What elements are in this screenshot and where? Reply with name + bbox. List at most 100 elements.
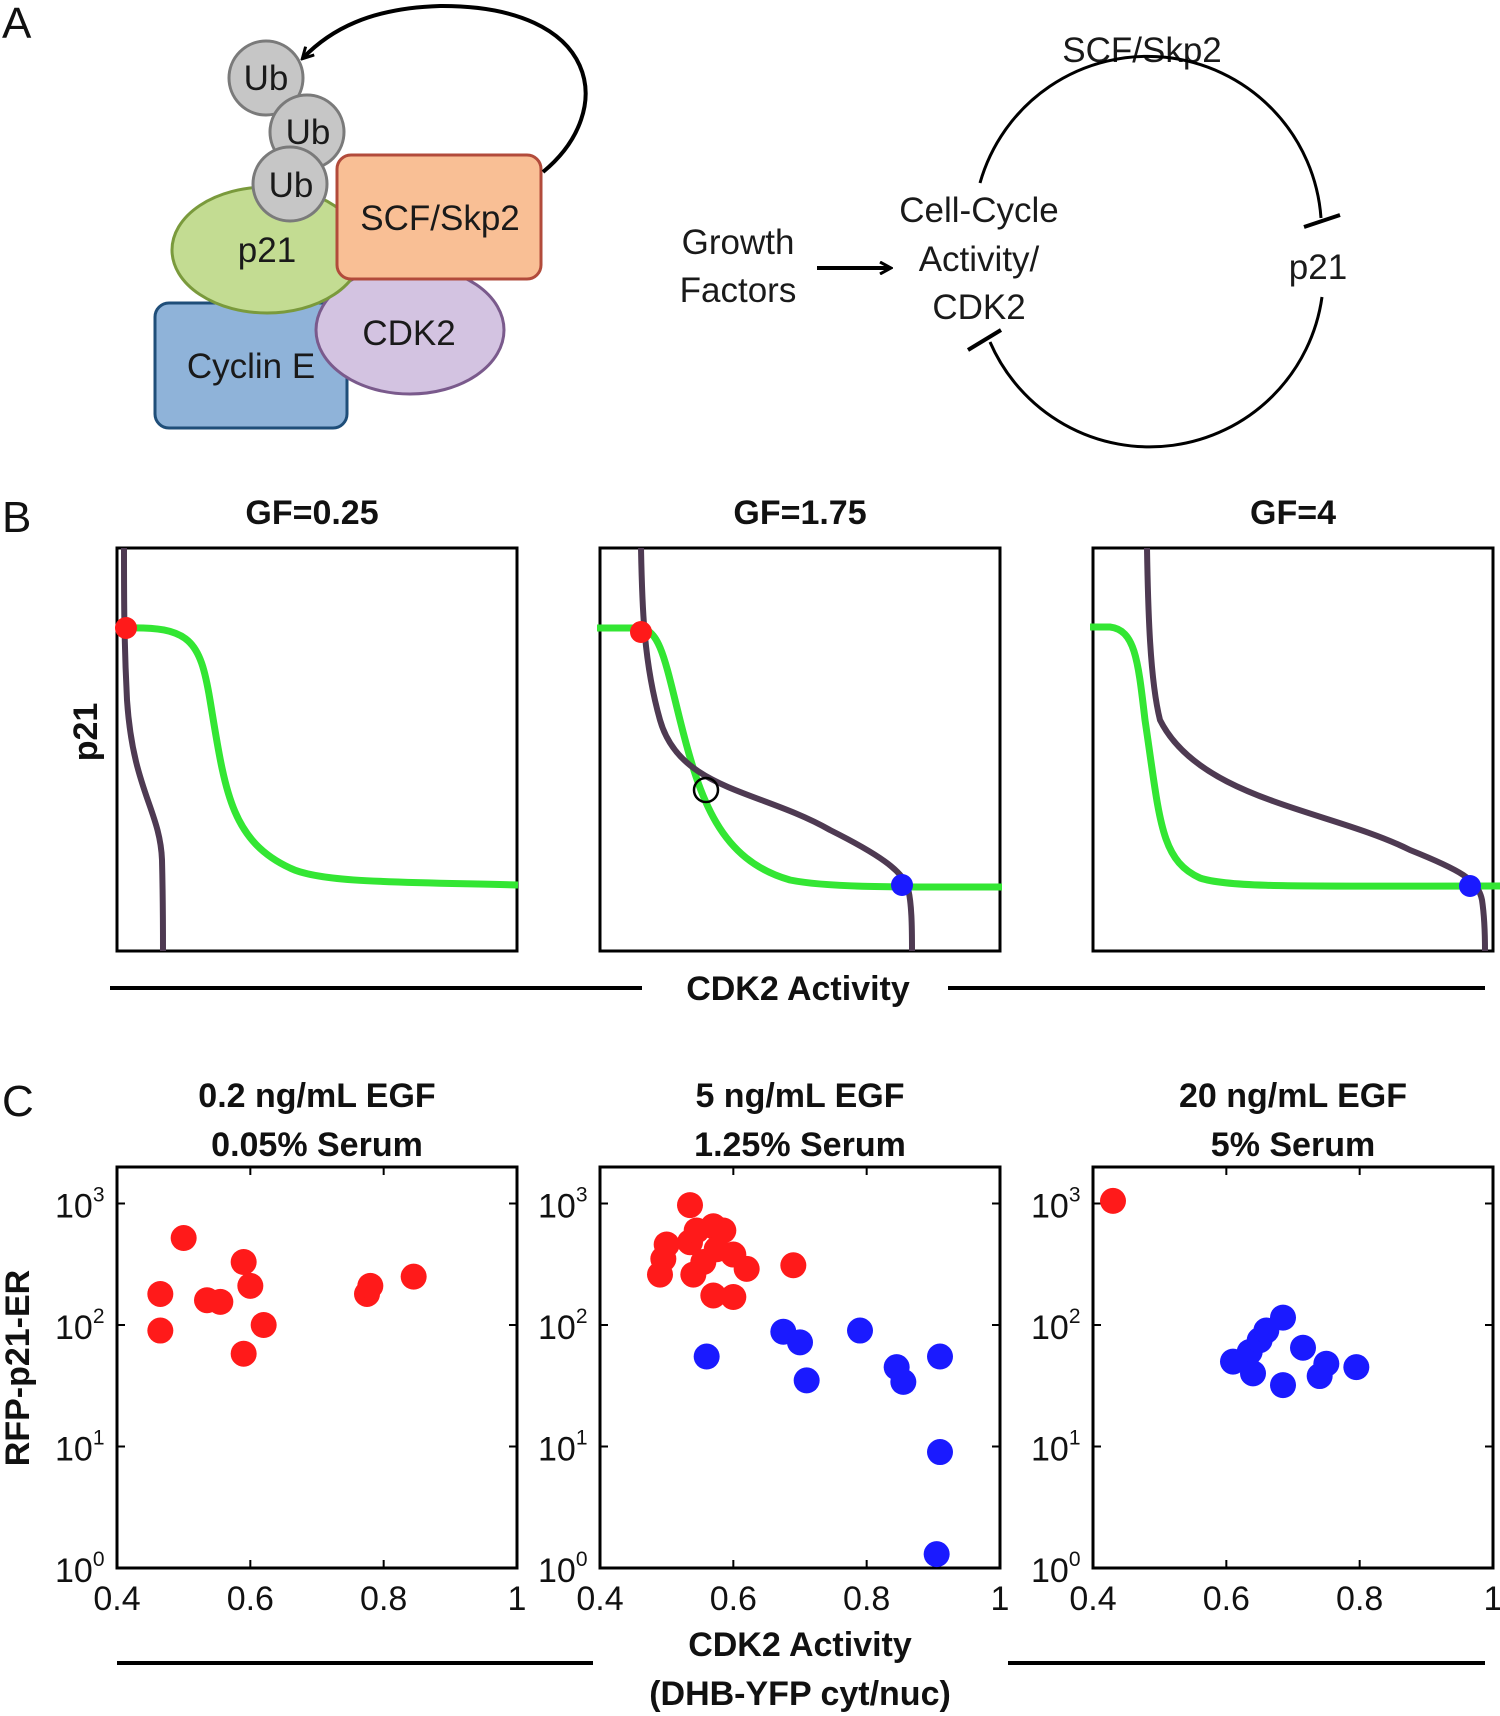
plot-frame — [598, 546, 1002, 953]
y-tick-label: 102 — [538, 1305, 588, 1347]
y-tick-label: 102 — [1031, 1305, 1081, 1347]
phase-plot-title: GF=1.75 — [733, 494, 866, 532]
green-nullcline — [123, 624, 519, 889]
panel-c-xlabel-line-2: (DHB-YFP cyt/nuc) — [649, 1675, 951, 1713]
ubiquitination-arrow — [303, 3, 588, 174]
green-nullcline — [1090, 623, 1500, 890]
x-tick-label: 0.6 — [227, 1580, 274, 1618]
growth-factors-line-1: Growth — [682, 223, 795, 262]
phase-plot-gf-0-25: GF=0.25 — [115, 494, 519, 953]
scatter-title-line: 0.2 ng/mL EGF — [198, 1077, 435, 1115]
data-point-red — [237, 1272, 264, 1299]
panel-a: A Ub Ub Ub p21 SCF/Skp2 CDK2 Cyclin E SC… — [2, 0, 1347, 449]
data-point-red — [230, 1340, 257, 1367]
y-tick-label: 100 — [1031, 1548, 1081, 1590]
data-point-blue — [927, 1343, 953, 1370]
scatter-panel-1: 0.2 ng/mL EGF 0.05% Serum 100 101 102 103 0.4 0… — [55, 1077, 526, 1618]
data-point-blue — [1270, 1304, 1296, 1331]
y-tick-label: 103 — [538, 1184, 588, 1226]
x-tick-label: 0.8 — [360, 1580, 407, 1618]
data-point-red — [357, 1272, 384, 1299]
scatter-frame — [598, 1165, 1002, 1570]
panel-letter-c: C — [2, 1077, 34, 1126]
y-tick-label: 101 — [1031, 1427, 1081, 1469]
ub-circle-1 — [227, 39, 305, 117]
y-tick-label: 103 — [55, 1184, 105, 1226]
scatter-panels: 0.2 ng/mL EGF 0.05% Serum 100 101 102 103 0.4 0… — [55, 1077, 1500, 1618]
cyclin-e-label: Cyclin E — [187, 347, 315, 386]
data-point-blue — [890, 1368, 917, 1395]
network-p21-label: p21 — [1289, 248, 1347, 287]
phase-plot-gf-4: GF=4 — [1090, 494, 1500, 953]
phase-plot-gf-1-75: GF=1.75 — [597, 494, 1003, 953]
panel-b: B p21 CDK2 Activity GF=0.25 GF=1.75 GF=4 — [2, 493, 1500, 1008]
x-tick-label: 0.8 — [1336, 1580, 1383, 1618]
data-point-red — [250, 1312, 277, 1338]
data-point-blue — [927, 1439, 953, 1466]
x-tick-label: 1 — [991, 1580, 1010, 1618]
scatter-title-line: 5 ng/mL EGF — [695, 1077, 904, 1115]
stable-point-blue — [891, 874, 913, 896]
scatter-title-line: 0.05% Serum — [211, 1126, 423, 1164]
data-point-red — [780, 1252, 807, 1279]
y-tick-label: 100 — [55, 1548, 105, 1590]
data-point-red — [720, 1284, 747, 1311]
cell-cycle-line-2: Activity/ — [919, 240, 1040, 279]
scatter-title-line: 20 ng/mL EGF — [1179, 1077, 1407, 1115]
inhibition-bar-cdk2 — [966, 328, 1003, 352]
data-point-red — [147, 1280, 174, 1307]
x-tick-label: 0.4 — [93, 1580, 140, 1618]
purple-nullcline — [638, 547, 915, 952]
plot-frame — [115, 546, 519, 953]
ub-circle-3 — [251, 145, 329, 223]
data-point-blue — [1270, 1372, 1296, 1399]
panel-b-ylabel: p21 — [67, 703, 105, 762]
scatter-frame — [115, 1165, 519, 1570]
panel-c: C RFP-p21-ER CDK2 Activity (DHB-YFP cyt/… — [0, 1077, 1500, 1713]
x-tick-label: 0.8 — [843, 1580, 890, 1618]
scf-skp2-label: SCF/Skp2 — [360, 199, 520, 238]
y-tick-label: 101 — [55, 1427, 105, 1469]
ub-label-2: Ub — [286, 113, 331, 152]
data-point-red — [230, 1249, 257, 1276]
data-point-red — [170, 1225, 197, 1252]
cdk2-label: CDK2 — [362, 314, 455, 353]
x-tick-label: 0.6 — [710, 1580, 757, 1618]
stable-point-red — [115, 617, 137, 639]
scf-skp2-box — [335, 153, 543, 281]
purple-nullcline — [121, 547, 166, 952]
stable-point-red — [630, 621, 652, 643]
stable-point-blue — [1459, 875, 1481, 897]
data-point-blue — [1290, 1334, 1316, 1361]
scatter-panel-2: 5 ng/mL EGF 1.25% Serum 100 101 102 103 0.4 0.6… — [538, 1077, 1009, 1618]
y-tick-label: 103 — [1031, 1184, 1081, 1226]
data-point-blue — [1240, 1360, 1266, 1387]
x-tick-label: 1 — [1484, 1580, 1500, 1618]
panel-letter-b: B — [2, 493, 31, 542]
phase-plot-title: GF=0.25 — [245, 494, 378, 532]
data-point-red — [1100, 1187, 1126, 1214]
data-point-red — [400, 1263, 427, 1290]
scatter-title-line: 5% Serum — [1211, 1126, 1375, 1164]
purple-nullcline — [1144, 547, 1488, 952]
scatter-panel-3: 20 ng/mL EGF 5% Serum 100 101 102 103 0.4 0.6 0.… — [1031, 1077, 1500, 1618]
x-tick-label: 0.4 — [576, 1580, 623, 1618]
y-tick-label: 102 — [55, 1305, 105, 1347]
data-point-red — [647, 1261, 673, 1288]
data-point-blue — [793, 1367, 820, 1394]
panel-letter-a: A — [2, 0, 32, 48]
plot-frame — [1091, 546, 1495, 953]
x-tick-label: 0.6 — [1203, 1580, 1250, 1618]
data-point-red — [207, 1288, 234, 1315]
cell-cycle-line-3: CDK2 — [932, 288, 1025, 327]
data-point-blue — [1313, 1350, 1340, 1377]
data-point-red — [733, 1255, 760, 1282]
y-tick-label: 100 — [538, 1548, 588, 1590]
unstable-point — [692, 776, 720, 804]
data-point-red — [700, 1282, 727, 1309]
cell-cycle-line-1: Cell-Cycle — [899, 191, 1058, 230]
feedback-network: SCF/Skp2 Growth Factors Cell-Cycle Activ… — [680, 31, 1347, 449]
protein-complex: Ub Ub Ub p21 SCF/Skp2 CDK2 Cyclin E — [153, 3, 588, 430]
ub-label-3: Ub — [269, 166, 314, 205]
